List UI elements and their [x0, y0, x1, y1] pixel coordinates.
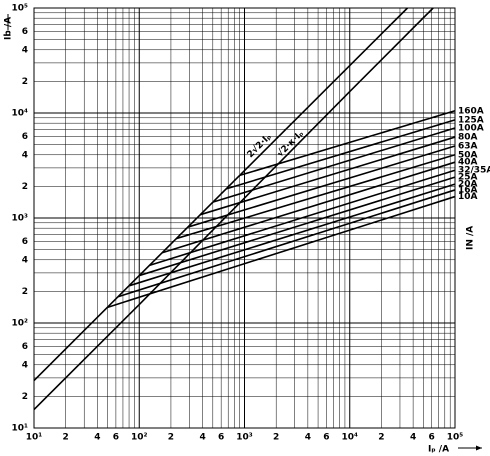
y-tick-label: 10³	[12, 214, 29, 224]
fuse-label: 160A	[458, 106, 484, 116]
fuse-line	[225, 119, 456, 190]
y-tick-label: 4	[22, 255, 28, 265]
fuse-label: 63A	[458, 141, 478, 151]
x-tick-label: 4	[305, 433, 311, 443]
x-axis-title: Iₚ /A	[428, 445, 449, 455]
x-tick-label: 6	[429, 433, 435, 443]
y-tick-label: 2	[22, 392, 28, 402]
x-tick-label: 2	[273, 433, 279, 443]
x-tick-label: 6	[218, 433, 224, 443]
x-arrow-head	[476, 445, 482, 451]
fuse-line	[200, 136, 456, 216]
fuse-line	[176, 154, 456, 240]
y-tick-label: 2	[22, 77, 28, 87]
x-tick-label: 4	[199, 433, 205, 443]
x-tick-label: 6	[113, 433, 119, 443]
x-tick-label: 10⁵	[447, 433, 464, 443]
x-tick-label: 2	[63, 433, 69, 443]
y-tick-label: 10¹	[12, 424, 29, 434]
fuse-label: 50A	[458, 150, 478, 160]
y-tick-label: 6	[22, 342, 28, 352]
limit-line	[33, 7, 434, 411]
y-tick-label: 6	[22, 237, 28, 247]
fuse-line	[239, 110, 456, 177]
fuse-line	[212, 127, 456, 203]
fuse-line	[161, 161, 456, 254]
y-tick-label: 2	[22, 287, 28, 297]
fuse-line	[128, 183, 456, 287]
x-tick-label: 10¹	[26, 433, 43, 443]
limit-line	[33, 7, 409, 382]
x-tick-label: 10²	[131, 433, 148, 443]
fuse-label: 25A	[458, 173, 478, 183]
fuse-label: 32/35A	[458, 166, 490, 176]
x-tick-label: 4	[410, 433, 416, 443]
x-tick-label: 2	[168, 433, 174, 443]
y-tick-label: 4	[22, 150, 28, 160]
y-tick-label: 10⁵	[12, 4, 29, 14]
fuse-label: 80A	[458, 133, 478, 143]
plot-frame	[33, 7, 456, 429]
fuse-label: 10A	[458, 192, 478, 202]
y-tick-label: 2	[22, 182, 28, 192]
x-tick-label: 6	[323, 433, 329, 443]
fuse-line	[107, 195, 456, 309]
y-tick-label: 6	[22, 27, 28, 37]
x-tick-label: 10⁴	[342, 433, 359, 443]
y-tick-label: 6	[22, 132, 28, 142]
x-tick-label: 10³	[236, 433, 253, 443]
y-tick-label: 10²	[12, 319, 29, 329]
fuse-line	[117, 189, 456, 298]
fuse-line	[187, 145, 456, 228]
fuse-label: 20A	[458, 180, 478, 190]
x-tick-label: 4	[94, 433, 100, 443]
y-tick-label: 4	[22, 45, 28, 55]
y-tick-label: 10⁴	[12, 109, 29, 119]
y-tick-label: 4	[22, 360, 28, 370]
fuse-line	[149, 169, 456, 267]
right-axis-title: IN /A	[466, 226, 476, 250]
fuse-label: 100A	[458, 123, 484, 133]
x-tick-label: 2	[378, 433, 384, 443]
fuse-label: 40A	[458, 158, 478, 168]
fuse-label: 125A	[458, 115, 484, 125]
fuse-label: 16A	[458, 185, 478, 195]
fuse-line	[139, 176, 456, 277]
